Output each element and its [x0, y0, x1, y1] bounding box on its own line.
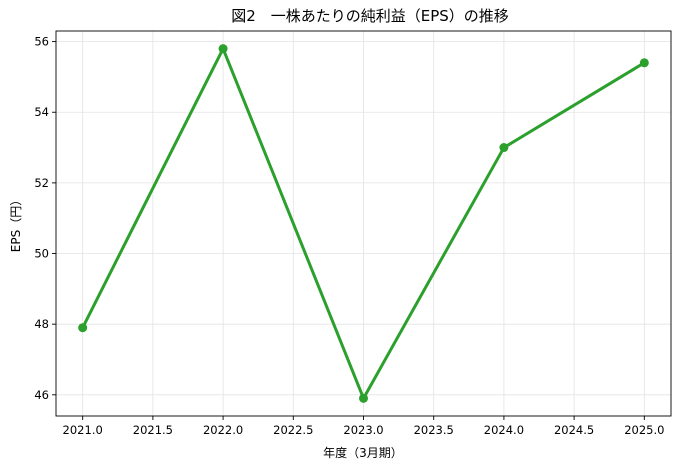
series-layer	[78, 44, 649, 403]
y-tick-label: 52	[34, 176, 49, 190]
x-tick-label: 2022.5	[273, 423, 313, 437]
y-tick-label: 48	[34, 317, 49, 331]
x-tick-label: 2024.0	[484, 423, 524, 437]
x-tick-label: 2025.0	[624, 423, 664, 437]
grid-lines	[56, 31, 671, 416]
y-tick-label: 56	[34, 35, 49, 49]
eps-data-point	[499, 143, 509, 153]
y-tick-label: 50	[34, 247, 49, 261]
eps-data-point	[359, 393, 368, 403]
y-tick-label: 46	[34, 388, 49, 402]
x-tick-label: 2021.5	[133, 423, 173, 437]
axis-ticks: 2021.0 2021.5 2022.0 2022.5 2023.0 2023.5 2024…	[34, 35, 664, 437]
x-tick-label: 2022.0	[203, 423, 243, 437]
x-axis-label: 年度（3月期）	[323, 445, 403, 460]
x-tick-label: 2023.5	[414, 423, 454, 437]
y-axis-label: EPS（円）	[9, 194, 23, 252]
eps-data-point	[639, 58, 649, 68]
eps-data-point	[218, 44, 228, 54]
chart-title: 図2 一株あたりの純利益（EPS）の推移	[231, 7, 509, 25]
x-tick-label: 2024.5	[554, 423, 594, 437]
x-tick-label: 2021.0	[63, 423, 103, 437]
eps-data-point	[78, 323, 88, 333]
plot-frame	[55, 30, 672, 417]
y-tick-label: 54	[34, 105, 49, 119]
x-tick-label: 2023.0	[343, 423, 383, 437]
